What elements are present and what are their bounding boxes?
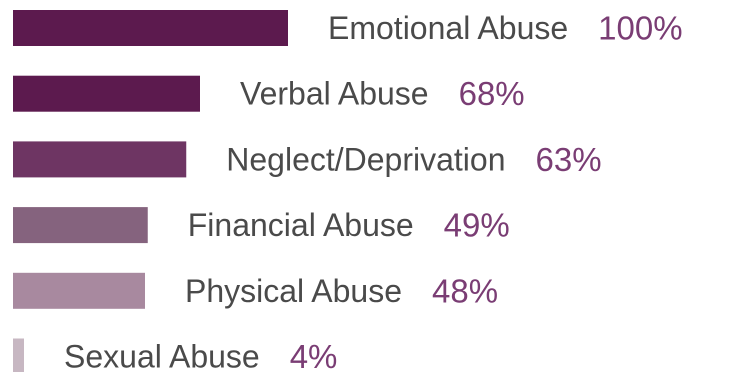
- bar-row: Sexual Abuse 4%: [13, 338, 337, 372]
- bar-row: Financial Abuse 49%: [13, 207, 510, 244]
- category-label: Verbal Abuse: [240, 76, 429, 112]
- category-label: Neglect/Deprivation: [226, 141, 505, 177]
- bar: [13, 338, 24, 372]
- category-label: Sexual Abuse: [64, 339, 260, 372]
- value-label: 68%: [459, 75, 525, 112]
- bar-row: Verbal Abuse 68%: [13, 75, 525, 112]
- value-label: 63%: [536, 141, 602, 178]
- bar: [13, 75, 200, 112]
- bar-row: Neglect/Deprivation 63%: [13, 141, 602, 178]
- bar-row: Emotional Abuse 100%: [13, 10, 683, 47]
- bar: [13, 272, 145, 309]
- value-label: 49%: [444, 207, 510, 244]
- bar: [13, 10, 288, 46]
- bar: [13, 207, 148, 244]
- category-label: Financial Abuse: [188, 207, 414, 243]
- bar: [13, 141, 187, 178]
- category-label: Emotional Abuse: [328, 10, 568, 46]
- value-label: 4%: [290, 338, 338, 372]
- value-label: 48%: [432, 272, 498, 309]
- category-label: Physical Abuse: [185, 273, 402, 309]
- bar-row: Physical Abuse 48%: [13, 272, 498, 309]
- value-label: 100%: [598, 10, 682, 47]
